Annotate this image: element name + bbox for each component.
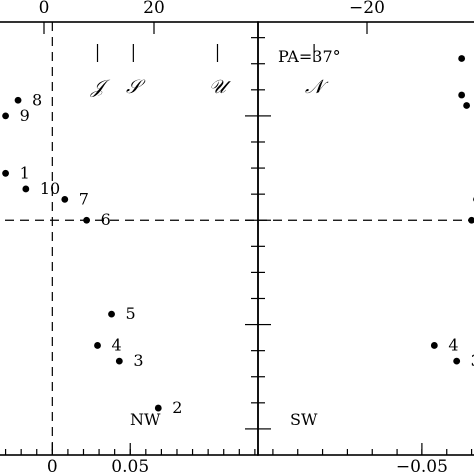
data-point-label: 10 bbox=[40, 179, 60, 198]
data-point-label: 5 bbox=[126, 304, 136, 323]
panel-frame bbox=[257, 21, 474, 456]
data-point bbox=[108, 310, 115, 318]
nw-panel: 0 0.05 0 20 𝒥 𝒮 𝒰 𝒩 NW 2 345 67 10 1 98 bbox=[0, 0, 329, 474]
data-point bbox=[458, 91, 466, 99]
data-point bbox=[22, 185, 30, 193]
position-angle-annotation: PA=37° bbox=[278, 47, 341, 66]
x-tick-label-bottom: 0 bbox=[47, 457, 58, 474]
data-point bbox=[83, 216, 91, 224]
data-point bbox=[430, 342, 438, 349]
data-point bbox=[2, 169, 9, 177]
band-mark-label: 𝒩 bbox=[305, 76, 329, 98]
band-mark-label: 𝒰 bbox=[209, 76, 231, 98]
data-point bbox=[14, 96, 22, 104]
data-point-label: 3 bbox=[133, 351, 143, 370]
data-point bbox=[94, 342, 101, 349]
x-tick-label-top: 0 bbox=[39, 0, 50, 18]
data-point bbox=[453, 357, 461, 365]
data-point bbox=[2, 112, 9, 120]
data-point-label: 9 bbox=[20, 106, 30, 125]
data-point-label: 2 bbox=[172, 398, 182, 417]
data-point bbox=[463, 102, 471, 109]
data-point-label: 7 bbox=[79, 189, 89, 208]
data-point-label: 3 bbox=[471, 351, 474, 370]
data-point bbox=[115, 357, 123, 365]
x-tick-label-top: 20 bbox=[143, 0, 165, 18]
x-tick-label-top: −20 bbox=[349, 0, 385, 18]
panel-corner-label: NW bbox=[130, 410, 161, 429]
data-point-label: 1 bbox=[20, 163, 30, 182]
panel-corner-label: SW bbox=[290, 410, 318, 429]
data-point-label: 4 bbox=[448, 335, 458, 354]
x-tick-label-bottom: −0.05 bbox=[396, 457, 448, 474]
x-tick-label-bottom: 0.05 bbox=[111, 457, 149, 474]
data-point-label: 4 bbox=[112, 335, 122, 354]
data-point bbox=[61, 195, 69, 203]
data-point-label: 8 bbox=[32, 90, 42, 109]
band-mark-label: 𝒮 bbox=[126, 76, 146, 98]
data-point bbox=[458, 55, 466, 62]
band-mark-label: 𝒥 bbox=[90, 76, 111, 98]
data-point bbox=[154, 404, 162, 412]
data-point bbox=[468, 216, 474, 224]
data-point-label: 6 bbox=[101, 210, 111, 229]
